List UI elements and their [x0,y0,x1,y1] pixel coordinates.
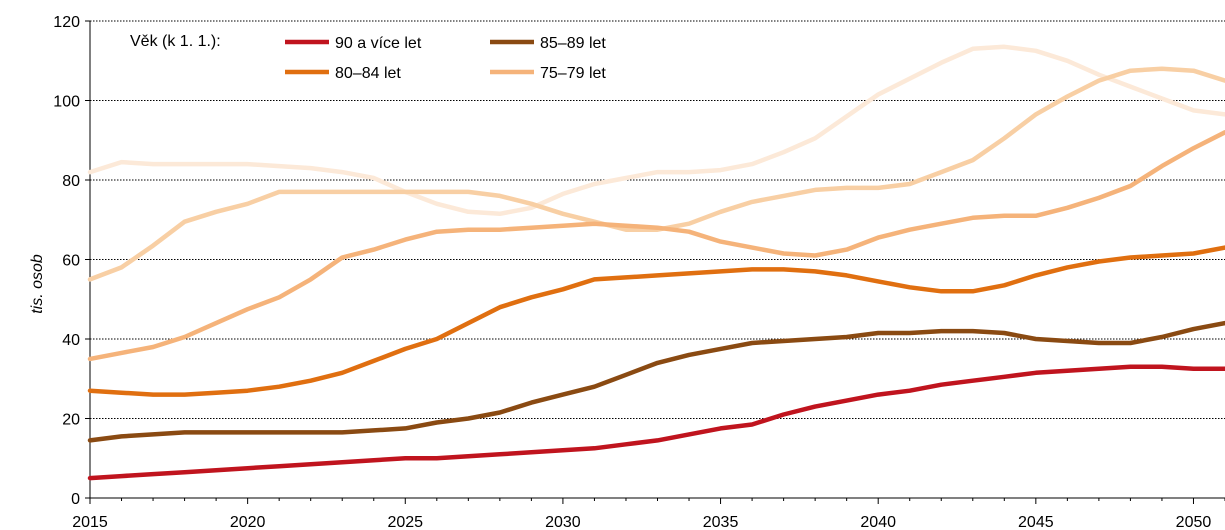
y-tick-labels: 0 20 40 60 80 100 120 [53,14,80,508]
x-tick-label: 2020 [230,514,266,530]
series-line [87,320,1225,443]
x-tick-labels: 2015 2020 2025 2030 2035 2040 2045 2050 [72,514,1211,530]
series-line [87,130,1225,362]
legend-title: Věk (k 1. 1.): [130,33,221,50]
legend-label: 85–89 let [540,35,606,52]
y-tick-label: 80 [62,173,80,190]
legend: Věk (k 1. 1.): 90 a více let 85–89 let 80–… [130,33,606,82]
series-lines [87,44,1225,481]
y-tick-label: 20 [62,412,80,429]
series-line [87,44,1225,217]
y-tick-label: 0 [71,491,80,508]
x-tick-label: 2035 [703,514,739,530]
y-tick-label: 120 [53,14,80,31]
legend-label: 90 a více let [335,35,422,52]
y-tick-label: 40 [62,332,80,349]
y-axis-label: tis. osob [29,254,46,314]
x-tick-label: 2025 [387,514,423,530]
series-line [87,245,1225,397]
series-line [87,364,1225,481]
y-tick-label: 100 [53,94,80,111]
axes [85,20,1225,504]
x-tick-label: 2050 [1176,514,1212,530]
legend-label: 80–84 let [335,65,401,82]
x-tick-label: 2040 [860,514,896,530]
x-tick-label: 2030 [545,514,581,530]
x-tick-label: 2015 [72,514,108,530]
y-tick-label: 60 [62,253,80,270]
legend-label: 75–79 let [540,65,606,82]
x-tick-label: 2045 [1018,514,1054,530]
gridlines [90,20,1225,419]
